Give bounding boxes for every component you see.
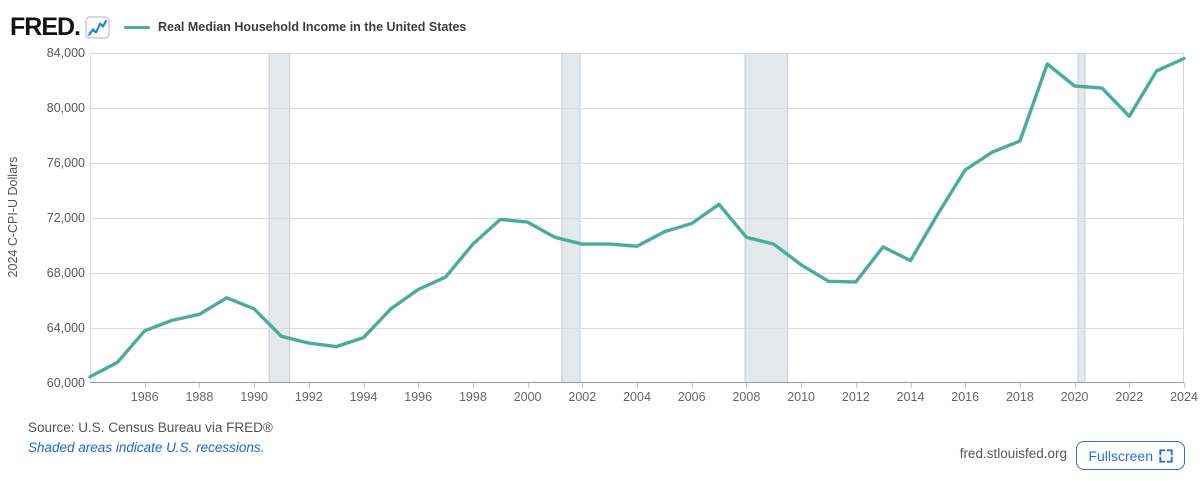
x-axis-label: 1988 [185,390,214,404]
y-axis-label: 76,000 [46,156,85,170]
x-axis-label: 1998 [458,390,487,404]
series-legend-swatch [124,25,150,29]
x-axis-label: 1996 [404,390,433,404]
chart-plot-svg[interactable] [88,53,1186,389]
x-axis-label: 2006 [677,390,706,404]
x-axis-label: 1994 [349,390,378,404]
x-axis-label: 2018 [1005,390,1034,404]
site-label: fred.stlouisfed.org [959,446,1067,461]
x-axis-label: 2010 [787,390,815,404]
x-axis-label: 2020 [1060,390,1089,404]
x-axis-label: 2004 [623,390,651,404]
x-axis-labels: 1986 1988 1990 1992 1994 1996 1998 2000 2002 2004… [90,390,1198,406]
x-axis-label: 1992 [294,390,323,404]
chart-plot-area[interactable] [88,53,1186,389]
y-axis-label: 84,000 [46,46,85,60]
y-axis-label: 64,000 [46,321,85,335]
y-axis-label: 60,000 [46,376,85,390]
x-axis-label: 2000 [513,390,542,404]
fred-logo-chart-icon [85,15,110,39]
fullscreen-button[interactable]: Fullscreen [1076,441,1185,470]
x-axis-label: 1990 [240,390,268,404]
source-text: Source: U.S. Census Bureau via FRED® [28,420,273,435]
series-line [88,56,1186,379]
y-axis-label: 80,000 [46,101,85,115]
chart-header: FRED. Real Median Household Income in th… [10,13,466,41]
recession-note-link[interactable]: Shaded areas indicate U.S. recessions. [28,440,265,455]
fullscreen-icon [1159,448,1173,463]
x-axis-label: 2002 [568,390,597,404]
x-axis-label: 1986 [130,390,159,404]
fullscreen-button-label: Fullscreen [1088,447,1153,464]
y-axis-labels: 60,000 64,000 68,000 72,000 76,000 80,000 84,0… [5,46,85,390]
x-axis-label: 2016 [951,390,980,404]
x-axis-label: 2008 [732,390,761,404]
y-axis-label: 72,000 [46,211,85,225]
x-axis-label: 2014 [896,390,925,404]
x-axis-label: 2022 [1115,390,1144,404]
fred-logo[interactable]: FRED. [10,13,81,41]
x-axis-label: 2024 [1170,390,1198,404]
x-axis-label: 2012 [841,390,870,404]
y-axis-label: 68,000 [46,266,85,280]
series-legend-label: Real Median Household Income in the Unit… [158,20,467,34]
